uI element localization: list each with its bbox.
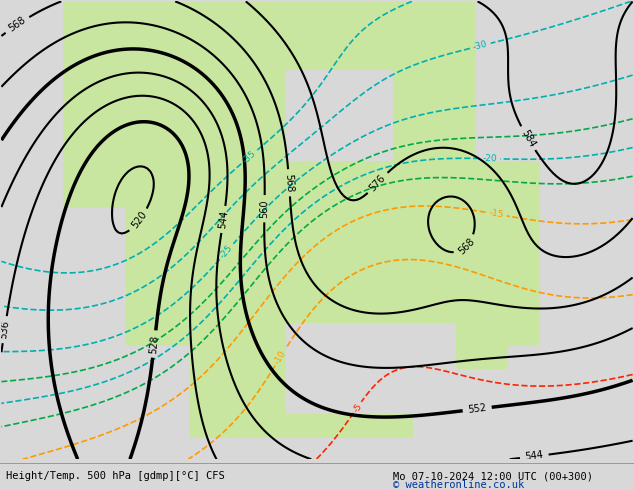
Text: 520: 520: [129, 210, 149, 231]
Text: 528: 528: [148, 334, 160, 354]
Text: Mo 07-10-2024 12:00 UTC (00+300): Mo 07-10-2024 12:00 UTC (00+300): [393, 471, 593, 481]
Text: -20: -20: [482, 154, 497, 163]
Text: 568: 568: [456, 236, 476, 256]
Text: 544: 544: [524, 450, 544, 463]
Text: 560: 560: [259, 199, 269, 218]
Text: -30: -30: [472, 40, 489, 52]
Text: -35: -35: [241, 148, 258, 165]
Text: 576: 576: [368, 172, 387, 193]
Text: 568: 568: [283, 173, 295, 193]
Text: 584: 584: [519, 128, 537, 149]
Text: -5: -5: [351, 401, 364, 414]
Text: Height/Temp. 500 hPa [gdmp][°C] CFS: Height/Temp. 500 hPa [gdmp][°C] CFS: [6, 471, 225, 481]
Text: 568: 568: [7, 15, 28, 34]
Text: -25: -25: [219, 243, 235, 260]
Text: © weatheronline.co.uk: © weatheronline.co.uk: [393, 480, 524, 490]
Text: -15: -15: [488, 208, 504, 220]
Text: 536: 536: [0, 320, 11, 340]
Text: 544: 544: [217, 210, 230, 229]
Text: -10: -10: [273, 348, 288, 366]
Text: 552: 552: [467, 403, 487, 415]
